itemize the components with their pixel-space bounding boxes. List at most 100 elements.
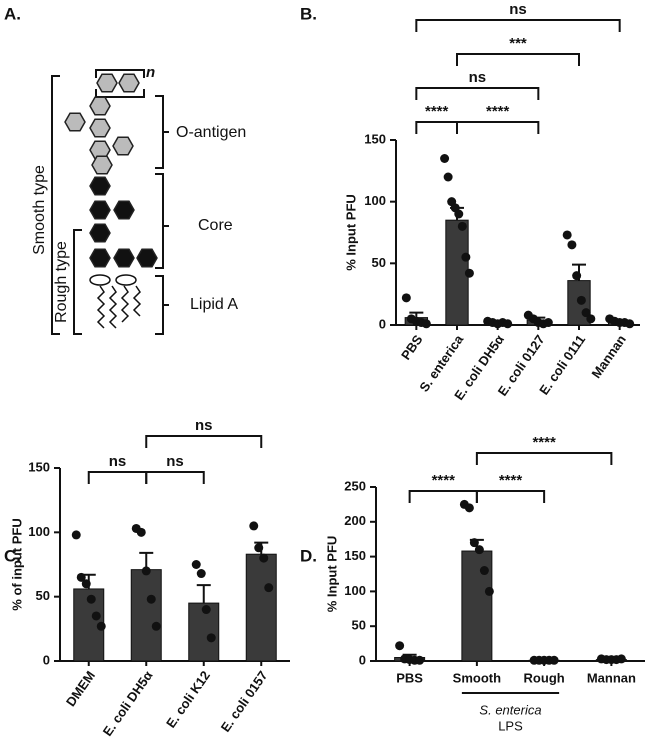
y-tick-label: 250: [344, 478, 366, 493]
significance-label: ns: [109, 453, 127, 470]
x-tick-label: Mannan: [588, 332, 628, 381]
group-label: LPS: [498, 718, 523, 733]
y-tick-label: 50: [372, 255, 386, 270]
bar: [245, 553, 277, 662]
x-tick-label: DMEM: [63, 668, 98, 709]
significance-bracket: [456, 121, 540, 134]
data-point: [464, 503, 474, 513]
data-point: [543, 318, 553, 328]
x-tick-label: PBS: [396, 670, 423, 685]
panel-label: A.: [4, 4, 21, 23]
panel-label: C.: [4, 546, 21, 565]
data-point: [576, 295, 586, 305]
region-bracket: [155, 173, 169, 269]
data-point: [76, 572, 86, 582]
significance-label: ****: [486, 103, 510, 120]
x-tick-label: PBS: [398, 332, 426, 363]
data-point: [259, 553, 269, 563]
repeat-bracket: [95, 69, 145, 98]
data-point: [567, 240, 577, 250]
significance-bracket: [145, 471, 205, 484]
significance-label: ns: [195, 417, 213, 434]
significance-bracket: [415, 87, 540, 100]
sugar: [91, 155, 113, 175]
y-tick-label: 200: [344, 513, 366, 528]
region-label: Lipid A: [190, 296, 238, 313]
data-point: [146, 594, 156, 604]
data-point: [254, 543, 264, 553]
y-tick-label: 0: [359, 652, 366, 667]
data-point: [401, 293, 411, 303]
sugar: [89, 200, 111, 220]
y-axis-label: % Input PFU: [343, 194, 358, 271]
y-tick-label: 150: [344, 548, 366, 563]
sugar: [113, 200, 135, 220]
data-point: [461, 252, 471, 262]
data-point: [469, 538, 479, 548]
data-point: [484, 586, 494, 596]
repeat-label: n: [146, 64, 155, 81]
type-label: Rough type: [53, 241, 70, 323]
significance-bracket: [415, 19, 621, 32]
y-axis-label: % of input PFU: [9, 518, 24, 610]
data-point: [464, 268, 474, 278]
significance-bracket: [87, 471, 148, 484]
y-tick-label: 50: [36, 588, 50, 603]
data-point: [503, 319, 513, 329]
y-tick-label: 150: [28, 459, 50, 474]
panel-label: D.: [300, 546, 317, 565]
significance-label: ****: [499, 472, 523, 489]
sugar: [89, 176, 111, 196]
data-point: [479, 566, 489, 576]
significance-label: ***: [509, 35, 527, 52]
x-tick-label: Smooth: [453, 670, 501, 685]
data-point: [96, 621, 106, 631]
data-point: [440, 154, 450, 163]
data-point: [395, 641, 405, 651]
data-point: [206, 633, 216, 643]
data-point: [549, 655, 559, 665]
y-tick-label: 0: [379, 316, 386, 331]
x-tick-label: E. coli DH5α: [100, 668, 156, 739]
sugar: [112, 136, 134, 156]
sugar: [118, 73, 140, 93]
significance-bracket: [456, 53, 580, 66]
y-tick-label: 150: [364, 131, 386, 146]
data-point: [586, 314, 596, 324]
group-label: S. enterica: [479, 702, 541, 717]
data-point: [562, 230, 572, 240]
region-bracket: [155, 275, 169, 335]
data-point: [151, 621, 161, 631]
region-label: O-antigen: [176, 124, 246, 141]
region-bracket: [155, 95, 169, 169]
bar: [445, 219, 469, 326]
sugar: [89, 248, 111, 268]
x-tick-label: Rough: [524, 670, 565, 685]
y-tick-label: 0: [43, 652, 50, 667]
data-point: [625, 319, 635, 329]
type-bracket: [51, 75, 60, 335]
sugar: [136, 248, 158, 268]
significance-bracket: [145, 435, 263, 448]
sugar: [64, 112, 86, 132]
data-point: [415, 655, 425, 665]
data-point: [249, 521, 259, 531]
data-point: [443, 172, 453, 182]
data-point: [141, 566, 151, 576]
data-point: [616, 654, 626, 664]
significance-label: ns: [469, 69, 487, 86]
significance-bracket: [475, 452, 613, 465]
error-bar: [196, 584, 211, 604]
y-tick-label: 50: [352, 618, 366, 633]
panel-label: B.: [300, 4, 317, 23]
error-bar: [409, 311, 424, 318]
x-tick-label: E. coli K12: [163, 668, 213, 730]
significance-label: ns: [166, 453, 184, 470]
type-label: Smooth type: [31, 165, 48, 255]
significance-bracket: [415, 121, 458, 134]
data-point: [86, 594, 96, 604]
data-point: [581, 308, 591, 318]
significance-label: ****: [432, 472, 456, 489]
data-point: [81, 579, 91, 589]
y-tick-label: 100: [344, 583, 366, 598]
